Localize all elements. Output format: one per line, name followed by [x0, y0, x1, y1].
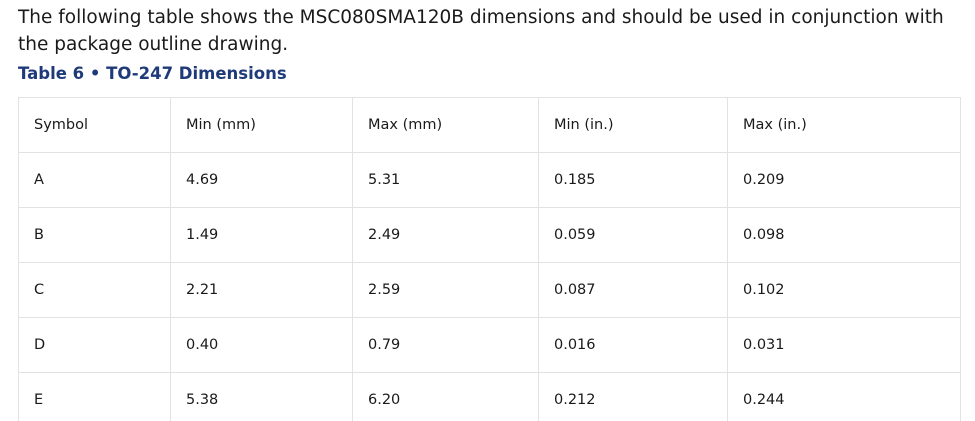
table-cell: 0.059: [538, 207, 728, 263]
table-cell: B: [18, 207, 171, 263]
table-cell: 0.087: [538, 262, 728, 318]
table-cell: E: [18, 372, 171, 421]
table-row: E 5.38 6.20 0.212 0.244: [18, 372, 961, 421]
table-row: B 1.49 2.49 0.059 0.098: [18, 207, 961, 263]
header-cell: Max (mm): [352, 97, 539, 153]
table-row: D 0.40 0.79 0.016 0.031: [18, 317, 961, 373]
table-cell: 0.185: [538, 152, 728, 208]
table-cell: A: [18, 152, 171, 208]
table-cell: D: [18, 317, 171, 373]
table-cell: 1.49: [170, 207, 353, 263]
header-cell: Min (mm): [170, 97, 353, 153]
table-caption: Table 6 • TO-247 Dimensions: [18, 64, 287, 83]
table-cell: 0.102: [727, 262, 961, 318]
table-body: Symbol Min (mm) Max (mm) Min (in.) Max (in.)…: [18, 97, 961, 421]
table-cell: C: [18, 262, 171, 318]
intro-text: The following table shows the MSC080SMA1…: [18, 7, 944, 55]
table-cell: 2.59: [352, 262, 539, 318]
header-cell: Max (in.): [727, 97, 961, 153]
header-row: Symbol Min (mm) Max (mm) Min (in.) Max (in.): [18, 97, 961, 153]
table-cell: 5.31: [352, 152, 539, 208]
table-cell: 2.49: [352, 207, 539, 263]
table-cell: 0.016: [538, 317, 728, 373]
table-cell: 0.031: [727, 317, 961, 373]
table-cell: 0.79: [352, 317, 539, 373]
table-cell: 4.69: [170, 152, 353, 208]
table-cell: 5.38: [170, 372, 353, 421]
dimensions-table: Symbol Min (mm) Max (mm) Min (in.) Max (in.)…: [18, 97, 961, 421]
table-cell: 0.098: [727, 207, 961, 263]
table-row: C 2.21 2.59 0.087 0.102: [18, 262, 961, 318]
header-cell: Min (in.): [538, 97, 728, 153]
table-cell: 0.40: [170, 317, 353, 373]
table-cell: 0.209: [727, 152, 961, 208]
table-cell: 0.244: [727, 372, 961, 421]
header-cell: Symbol: [18, 97, 171, 153]
table-cell: 0.212: [538, 372, 728, 421]
table-row: A 4.69 5.31 0.185 0.209: [18, 152, 961, 208]
table-cell: 2.21: [170, 262, 353, 318]
table-cell: 6.20: [352, 372, 539, 421]
